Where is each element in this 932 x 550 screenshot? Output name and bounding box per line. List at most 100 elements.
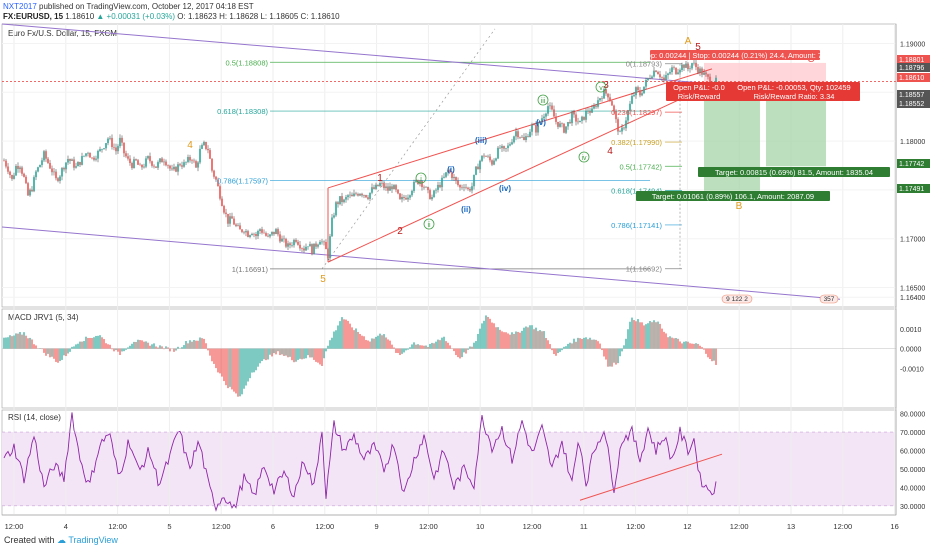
macd-title: MACD JRV1 (5, 34): [8, 313, 79, 322]
candle-body: [85, 153, 87, 156]
candle-body: [601, 98, 603, 99]
price-axis-label: 1.19000: [900, 42, 925, 49]
candle-body: [609, 97, 611, 102]
tradingview-logo-icon[interactable]: ☁: [57, 535, 67, 545]
candle-body: [233, 218, 235, 225]
candle-body: [123, 142, 125, 154]
candle-body: [539, 121, 541, 123]
candle-body: [231, 216, 233, 219]
x-tick-label: 12:00: [833, 522, 852, 531]
candle-body: [285, 238, 287, 247]
rsi-line: [3, 412, 717, 512]
candle-body: [621, 127, 623, 132]
candle-body: [167, 165, 169, 166]
candle-body: [555, 116, 557, 122]
candle-body: [639, 90, 641, 96]
candle-body: [449, 169, 451, 173]
candle-body: [321, 241, 323, 243]
target-2-box: [636, 191, 830, 201]
candle-body: [261, 229, 263, 233]
x-tick-label: 13: [787, 522, 795, 531]
event-marker-label: 357: [824, 296, 835, 303]
candle-body: [545, 113, 547, 117]
candle-body: [359, 193, 361, 196]
event-marker-group[interactable]: [721, 294, 753, 304]
target-2-text: Target: 0.01061 (0.89%) 106.1, Amount: 2…: [652, 192, 814, 201]
candle-body: [161, 158, 163, 163]
event-marker-group[interactable]: [819, 294, 839, 304]
candle-body: [181, 165, 183, 167]
candle-body: [327, 249, 329, 259]
candle-body: [213, 170, 215, 177]
candle-body: [225, 212, 227, 214]
candle-body: [205, 141, 207, 149]
candle-body: [701, 68, 703, 75]
candle-body: [247, 231, 249, 238]
candle-body: [597, 100, 599, 107]
candle-body: [477, 166, 479, 170]
wave-label-primary: 4: [187, 140, 193, 151]
x-tick-label: 6: [271, 522, 275, 531]
wave-label-minor: (i): [447, 165, 455, 174]
rsi-trendline: [579, 453, 723, 501]
candle-body: [129, 158, 131, 164]
candle-body: [229, 216, 231, 224]
rsi-axis-label: 70.0000: [900, 430, 925, 437]
candle-body: [93, 157, 95, 160]
candle-body: [709, 76, 711, 84]
tradingview-brand[interactable]: TradingView: [68, 535, 118, 545]
candle-body: [349, 194, 351, 196]
x-tick-label: 16: [890, 522, 898, 531]
candle-body: [593, 106, 595, 109]
candle-body: [9, 171, 11, 175]
publisher-name[interactable]: NXT2017: [3, 2, 37, 11]
candle-body: [387, 186, 389, 191]
candle-body: [533, 124, 535, 126]
pnl-1-text: Open P&L: -0.0: [673, 83, 725, 92]
candle-body: [499, 147, 501, 149]
candle-body: [447, 169, 449, 173]
candle-body: [49, 162, 51, 169]
candle-body: [235, 224, 237, 226]
target-1-text: Target: 0.00815 (0.69%) 81.5, Amount: 18…: [715, 168, 873, 177]
candle-body: [245, 231, 247, 233]
candle-body: [513, 136, 515, 143]
candle-body: [337, 202, 339, 205]
candle-body: [89, 152, 91, 158]
candle-body: [173, 166, 175, 170]
candle-body: [689, 68, 691, 70]
candle-body: [665, 75, 667, 80]
candle-body: [189, 157, 191, 161]
candle-body: [473, 174, 475, 187]
candle-body: [715, 77, 717, 84]
fib-level-label: 0.618(1.17494): [611, 186, 662, 195]
stop-box: [650, 50, 820, 60]
candle-body: [507, 145, 509, 149]
fib-extension-line: [321, 28, 496, 270]
candle-body: [585, 111, 587, 120]
rsi-axis-label: 30.0000: [900, 504, 925, 511]
candle-body: [401, 196, 403, 200]
candle-body: [563, 123, 565, 133]
stop-text: Stop: 0.00244 | Stop: 0.00244 (0.21%) 24…: [640, 51, 831, 60]
candle-body: [561, 123, 563, 124]
candle-body: [365, 195, 367, 198]
candle-body: [19, 167, 21, 170]
candle-body: [275, 229, 277, 235]
candle-body: [151, 161, 153, 166]
candle-body: [627, 110, 629, 121]
rsi-axis-label: 60.0000: [900, 449, 925, 456]
candle-body: [363, 195, 365, 196]
chart-title: Euro Fx/U.S. Dollar, 15, FXCM: [8, 29, 117, 38]
candle-body: [361, 193, 363, 196]
candle-body: [297, 241, 299, 245]
price-tag-label: 1.17742: [899, 161, 924, 168]
wave-label-minor: (iii): [475, 136, 487, 145]
candle-body: [203, 141, 205, 146]
candle-body: [435, 189, 437, 191]
price-tag-box: [897, 184, 930, 193]
candle-body: [431, 197, 433, 200]
candle-body: [481, 155, 483, 161]
candle-body: [685, 63, 687, 68]
